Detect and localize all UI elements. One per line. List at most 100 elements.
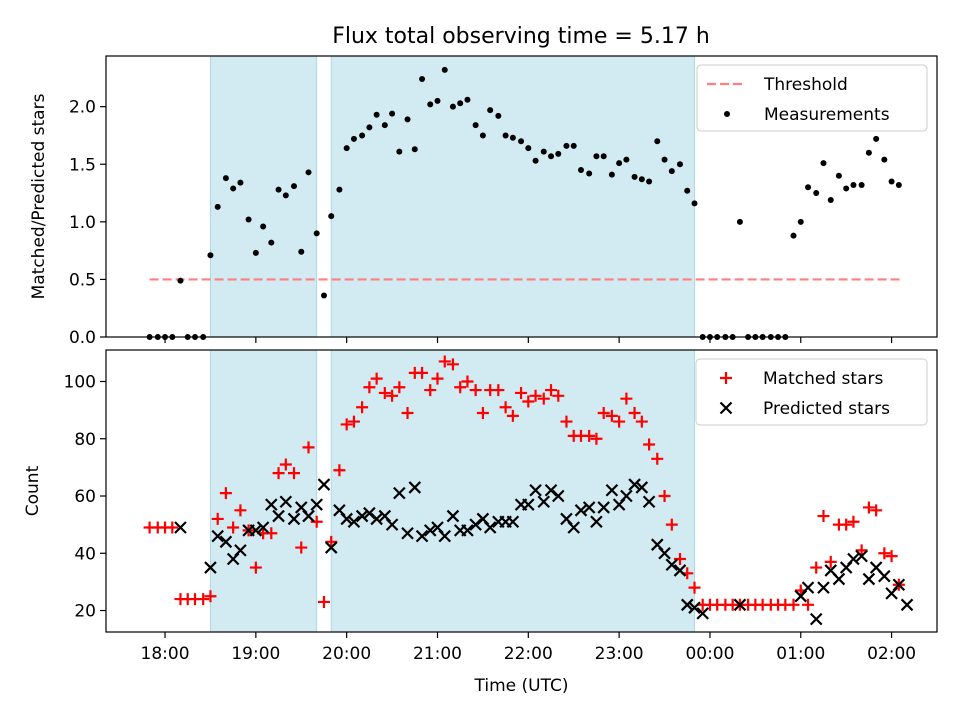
data-point <box>628 478 641 491</box>
y-tick-label: 80 <box>74 430 96 450</box>
x-tick-label: 22:00 <box>504 644 553 664</box>
data-point <box>356 401 369 414</box>
data-point <box>404 116 411 123</box>
data-point <box>552 489 565 503</box>
data-point <box>680 598 694 612</box>
data-point <box>597 406 610 419</box>
data-point <box>245 216 252 223</box>
data-point <box>305 169 312 176</box>
data-point <box>446 509 460 523</box>
data-point <box>302 441 315 454</box>
y-tick-label: 20 <box>74 602 96 622</box>
data-point <box>476 406 489 419</box>
data-point <box>733 598 747 612</box>
legend-label: Threshold <box>763 75 848 95</box>
data-point <box>287 512 301 526</box>
x-tick-label: 00:00 <box>685 644 734 664</box>
data-point <box>518 138 525 145</box>
data-point <box>801 581 815 594</box>
data-point <box>461 524 474 537</box>
data-point <box>359 132 366 139</box>
data-point <box>881 156 888 163</box>
data-point <box>222 175 229 182</box>
data-point <box>320 292 327 299</box>
x-tick-label: 21:00 <box>413 644 462 664</box>
data-point <box>577 167 584 174</box>
data-point <box>211 512 224 525</box>
data-point <box>827 196 834 203</box>
data-point <box>608 171 615 178</box>
data-point <box>249 524 263 537</box>
data-point <box>673 564 687 577</box>
data-point <box>393 381 406 394</box>
data-point <box>363 381 376 394</box>
x-tick-label: 18:00 <box>141 644 190 664</box>
data-point <box>386 389 399 402</box>
data-point <box>302 509 315 523</box>
data-point <box>207 252 214 259</box>
data-point <box>506 409 519 422</box>
data-point <box>862 501 875 514</box>
data-point <box>298 248 305 255</box>
data-point <box>310 498 323 511</box>
data-point <box>870 504 883 517</box>
data-point <box>279 458 292 471</box>
data-point <box>373 111 380 118</box>
data-point <box>590 432 603 445</box>
data-point <box>393 486 406 500</box>
data-point <box>487 107 494 114</box>
data-point <box>211 529 224 543</box>
data-point <box>858 181 865 188</box>
data-point <box>600 153 607 160</box>
data-point <box>461 375 474 388</box>
legend-box <box>695 358 928 426</box>
data-point <box>423 524 437 537</box>
data-point <box>668 168 675 175</box>
data-point <box>499 401 512 414</box>
legend-label: Predicted stars <box>763 399 890 419</box>
y-tick-label: 60 <box>74 487 96 507</box>
data-point <box>370 512 383 526</box>
data-point <box>234 504 247 517</box>
series-matched-stars <box>143 355 905 611</box>
data-point <box>427 101 434 108</box>
data-point <box>401 526 414 540</box>
data-point <box>401 406 414 419</box>
data-point <box>197 593 210 606</box>
data-point <box>204 561 217 574</box>
data-point <box>661 156 668 163</box>
x-axis-label: Time (UTC) <box>474 676 569 696</box>
data-point <box>347 515 361 529</box>
data-point <box>333 464 346 477</box>
x-tick-label: 20:00 <box>322 644 371 664</box>
legend: Matched stars Predicted stars <box>695 358 928 426</box>
data-point <box>438 529 452 543</box>
data-point <box>279 495 293 509</box>
data-point <box>847 515 860 528</box>
x-tick-label: 23:00 <box>595 644 644 664</box>
data-point <box>824 555 837 568</box>
data-point <box>438 355 451 368</box>
data-point <box>230 185 237 192</box>
data-point <box>865 149 872 156</box>
data-point <box>862 572 876 586</box>
data-point <box>419 76 426 83</box>
data-point <box>545 384 558 397</box>
data-point <box>552 389 565 402</box>
data-point <box>252 249 259 256</box>
data-point <box>347 415 360 428</box>
data-point <box>582 501 596 514</box>
data-point <box>847 552 860 566</box>
data-point <box>457 100 464 107</box>
data-point <box>658 490 671 503</box>
data-point <box>408 481 422 494</box>
data-point <box>416 366 429 379</box>
data-point <box>688 581 701 594</box>
data-point <box>892 578 906 592</box>
data-point <box>642 495 656 509</box>
data-point <box>272 467 285 480</box>
data-point <box>385 518 399 531</box>
x-tick-label: 02:00 <box>867 644 916 664</box>
data-point <box>370 372 383 385</box>
data-point <box>835 172 842 179</box>
